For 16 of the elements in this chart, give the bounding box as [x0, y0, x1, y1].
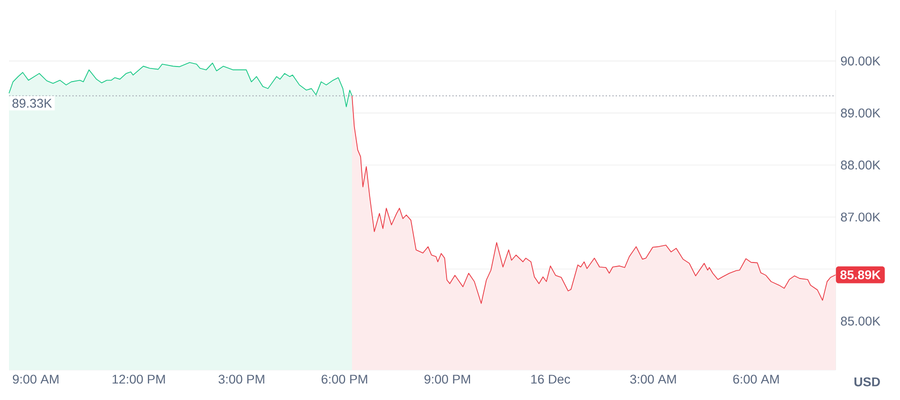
y-tick-label: 90.00K	[840, 56, 880, 66]
y-tick-label: 88.00K	[840, 160, 880, 170]
ref-line-label: 89.33K	[12, 98, 52, 108]
x-tick-label: 3:00 PM	[218, 374, 264, 384]
x-tick-label: 9:00 PM	[424, 374, 470, 384]
x-tick-label: 6:00 PM	[322, 374, 368, 384]
x-tick-label: 12:00 PM	[112, 374, 165, 384]
y-tick-label: 85.00K	[840, 316, 880, 326]
annotation: 85.89K	[840, 270, 881, 280]
x-tick-label: 9:00 AM	[12, 374, 58, 384]
x-tick-label: 6:00 AM	[733, 374, 779, 384]
y-tick-label: 87.00K	[840, 212, 880, 222]
y-tick-label: 89.00K	[840, 108, 880, 118]
x-tick-label: 3:00 AM	[630, 374, 676, 384]
x-tick-label: 16 Dec	[531, 374, 570, 384]
y-axis-title: USD	[854, 377, 880, 386]
